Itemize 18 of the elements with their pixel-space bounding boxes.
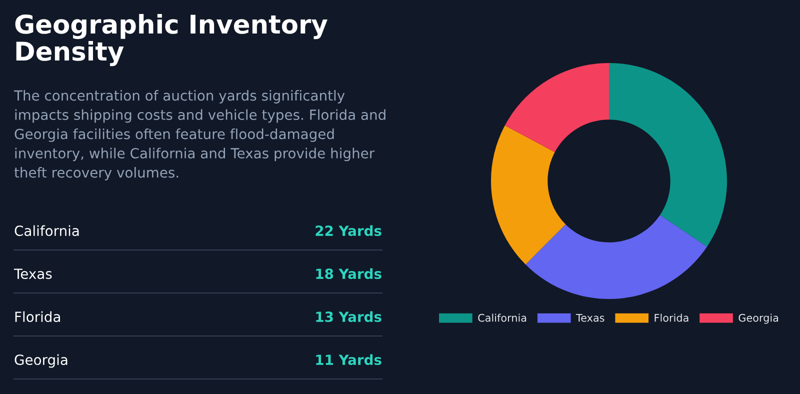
legend-label: Georgia [738,314,778,324]
donut-slice [609,63,727,247]
legend-label: Florida [654,314,688,322]
legend-label: Texas [576,314,604,322]
text: 18 Yards [316,268,382,280]
donut-slice [526,215,708,299]
legend-label: California [478,314,526,322]
category-label: Florida [15,311,60,322]
donut-slice [491,125,566,264]
text: 22 Yards [316,225,382,236]
text: 11 Yards [316,354,382,366]
text: The concentration of auction yards significantly impacts shipping costs and vehicle types. Florida and Georgia facilities often feature flood-damaged inventory, while California and Texas provide higher theft recovery volumes. [14,90,386,180]
donut-slice [504,63,609,152]
category-label: California [14,225,79,236]
category-label: Texas [14,268,52,280]
text: Geographic Inventory Density [15,14,328,66]
text: 13 Yards [316,311,382,322]
category-label: Georgia [14,354,68,368]
